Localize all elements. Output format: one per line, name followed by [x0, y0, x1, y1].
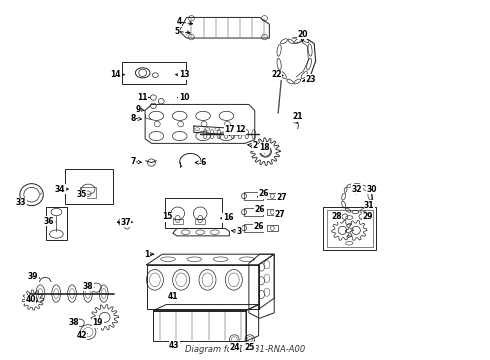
Text: 27: 27 — [276, 193, 287, 202]
Text: 11: 11 — [137, 93, 148, 102]
Text: 35: 35 — [76, 190, 87, 199]
Bar — [244, 224, 263, 232]
Text: 6: 6 — [201, 158, 206, 167]
Text: 37: 37 — [121, 218, 131, 227]
Text: 28: 28 — [331, 212, 342, 221]
Text: 21: 21 — [293, 112, 303, 121]
Text: 25: 25 — [245, 343, 255, 352]
Text: 18: 18 — [259, 143, 270, 152]
Text: 38: 38 — [68, 318, 79, 327]
Text: 36: 36 — [44, 217, 54, 226]
Text: 38: 38 — [83, 282, 94, 291]
Bar — [122, 62, 186, 84]
Text: 15: 15 — [162, 212, 172, 221]
Text: 27: 27 — [275, 210, 285, 219]
Text: 30: 30 — [367, 185, 377, 194]
Text: 10: 10 — [179, 93, 189, 102]
Text: 26: 26 — [253, 222, 264, 231]
Bar — [323, 207, 375, 249]
Text: Diagram for 14631-RNA-A00: Diagram for 14631-RNA-A00 — [185, 345, 305, 354]
Text: 5: 5 — [174, 27, 179, 36]
Text: 26: 26 — [258, 189, 269, 198]
Bar — [196, 219, 205, 224]
Text: 7: 7 — [130, 157, 136, 166]
Text: 24: 24 — [229, 343, 240, 352]
Text: 29: 29 — [363, 212, 373, 221]
Text: 8: 8 — [130, 114, 136, 123]
Text: 34: 34 — [54, 185, 65, 194]
Text: 19: 19 — [93, 318, 103, 327]
Text: 12: 12 — [235, 125, 245, 134]
Text: 42: 42 — [76, 331, 87, 340]
Text: 3: 3 — [237, 227, 242, 236]
Bar — [267, 209, 278, 215]
Text: 4: 4 — [176, 18, 182, 27]
Text: 14: 14 — [111, 70, 121, 79]
Text: 17: 17 — [224, 125, 235, 134]
Text: 26: 26 — [254, 205, 265, 214]
Text: 31: 31 — [364, 201, 374, 210]
Text: 1: 1 — [144, 250, 149, 259]
Text: 33: 33 — [16, 198, 26, 207]
Bar — [244, 192, 263, 200]
Text: 41: 41 — [168, 292, 178, 301]
Text: 40: 40 — [25, 296, 36, 305]
Bar — [46, 207, 67, 240]
Bar — [244, 208, 263, 216]
Bar — [267, 193, 278, 199]
Bar — [165, 198, 222, 228]
Bar — [173, 219, 183, 224]
Text: 32: 32 — [352, 185, 362, 194]
Bar — [267, 225, 278, 231]
Text: 20: 20 — [297, 30, 308, 39]
Text: 16: 16 — [222, 213, 233, 222]
Bar — [65, 170, 114, 204]
Text: 13: 13 — [179, 70, 189, 79]
Text: 23: 23 — [306, 75, 316, 84]
Text: 39: 39 — [28, 272, 38, 281]
Bar — [327, 210, 373, 247]
Text: 2: 2 — [252, 141, 257, 150]
Text: 43: 43 — [169, 341, 180, 350]
Bar — [80, 187, 96, 198]
Text: 9: 9 — [135, 104, 141, 113]
Text: 22: 22 — [271, 70, 282, 79]
